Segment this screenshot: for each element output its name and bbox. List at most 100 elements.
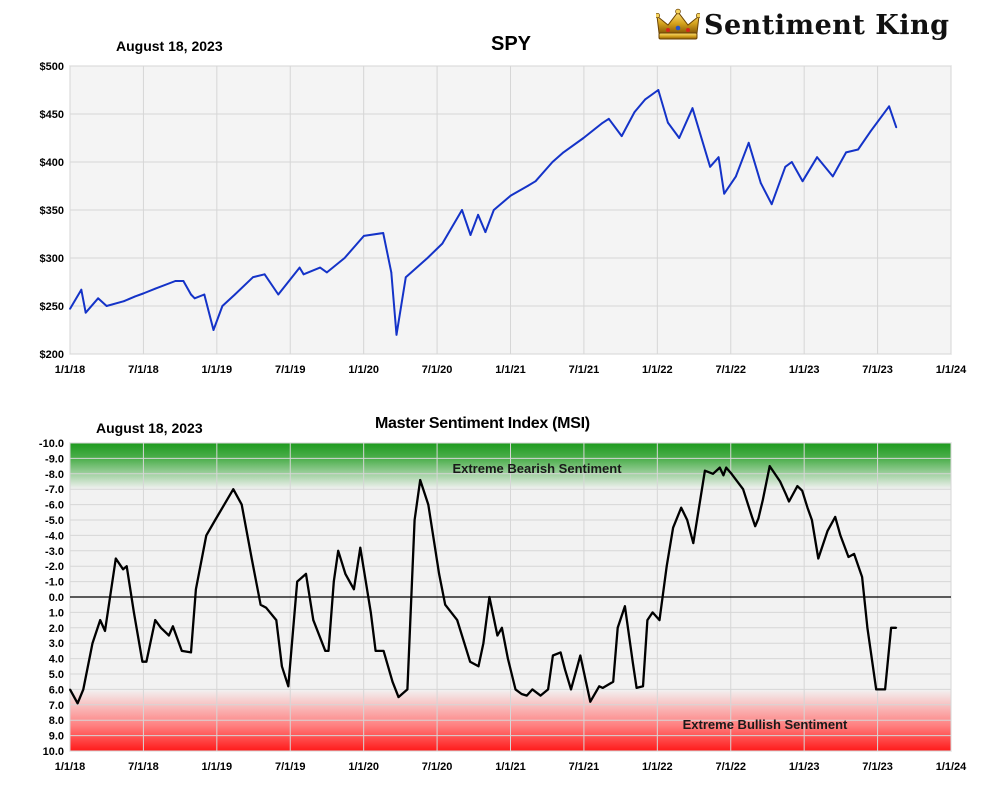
spy-data-point <box>123 300 125 303</box>
msi-data-point <box>635 687 638 689</box>
msi-data-point <box>564 668 566 671</box>
msi-data-point <box>646 619 649 621</box>
msi-x-axis: 1/1/18 7/1/18 1/1/19 7/1/19 1/1/20 7/1/20 1/1/… <box>55 761 967 773</box>
spy-data-point <box>678 137 681 139</box>
msi-data-point <box>359 546 362 549</box>
msi-data-point <box>160 626 162 629</box>
spy-y-axis: $200 $250 $300 $350 $400 $450 $500 <box>40 61 64 361</box>
msi-data-point <box>725 466 728 469</box>
msi-y-tick: 2.0 <box>49 623 64 635</box>
msi-data-point <box>761 499 764 501</box>
spy-data-point <box>382 232 385 234</box>
msi-data-point <box>305 573 307 575</box>
msi-data-point <box>861 576 863 578</box>
spy-data-point <box>534 180 537 183</box>
msi-y-tick: -7.0 <box>45 484 64 496</box>
msi-data-point <box>168 634 170 637</box>
msi-data-point <box>477 665 480 668</box>
msi-data-point <box>589 700 592 703</box>
spy-data-point <box>84 311 87 314</box>
msi-y-tick: -8.0 <box>45 469 64 481</box>
spy-data-point <box>790 161 793 163</box>
msi-y-tick: -9.0 <box>45 453 64 465</box>
spy-data-point <box>190 293 192 296</box>
msi-data-point <box>419 479 422 481</box>
msi-x-tick: 1/1/24 <box>936 761 967 773</box>
msi-data-point <box>531 688 534 691</box>
msi-data-point <box>125 565 128 568</box>
msi-data-point <box>754 525 757 528</box>
msi-data-point <box>730 472 733 475</box>
msi-data-point <box>82 688 85 691</box>
msi-line <box>68 464 897 705</box>
spy-data-point <box>193 297 196 300</box>
msi-data-point <box>834 516 837 518</box>
msi-data-point <box>180 650 183 652</box>
spy-x-tick: 7/1/22 <box>715 364 746 376</box>
msi-data-point <box>507 657 509 660</box>
spy-data-point <box>319 266 321 269</box>
msi-data-point <box>344 573 347 575</box>
msi-data-point <box>570 688 572 691</box>
msi-data-point <box>250 557 253 560</box>
msi-y-tick: 8.0 <box>49 715 64 727</box>
msi-y-tick: -4.0 <box>45 530 64 542</box>
spy-data-point <box>182 280 185 282</box>
msi-data-point <box>275 619 278 621</box>
msi-x-tick: 7/1/19 <box>275 761 306 773</box>
msi-data-point <box>552 654 554 657</box>
spy-gridlines <box>69 65 952 355</box>
spy-data-point <box>620 135 623 138</box>
msi-data-point <box>91 642 94 645</box>
spy-data-point <box>869 130 872 133</box>
spy-data-point <box>667 121 669 124</box>
spy-data-point <box>709 165 711 168</box>
msi-data-point <box>406 688 409 691</box>
msi-data-point <box>665 565 668 568</box>
msi-data-point <box>232 488 235 491</box>
msi-y-tick: 9.0 <box>49 731 64 743</box>
msi-x-tick: 7/1/18 <box>128 761 159 773</box>
spy-data-point <box>526 185 529 187</box>
bullish-band-label: Extreme Bullish Sentiment <box>683 717 848 732</box>
msi-y-tick: -2.0 <box>45 561 64 573</box>
msi-data-point <box>324 650 327 652</box>
msi-data-point <box>672 526 674 529</box>
spy-data-point <box>390 271 393 274</box>
spy-data-point <box>723 192 726 195</box>
msi-data-point <box>692 542 695 544</box>
msi-x-tick: 1/1/20 <box>348 761 379 773</box>
spy-data-point <box>816 156 818 159</box>
spy-y-tick: $350 <box>40 205 64 217</box>
msi-data-point <box>742 488 744 491</box>
spy-data-point <box>174 280 177 282</box>
msi-data-point <box>576 665 579 668</box>
msi-data-point <box>114 557 117 560</box>
msi-y-tick: 6.0 <box>49 684 64 696</box>
msi-data-point <box>488 596 491 598</box>
msi-data-point <box>438 573 440 575</box>
msi-data-point <box>839 534 842 537</box>
msi-data-point <box>145 660 148 663</box>
spy-x-tick: 1/1/19 <box>202 364 233 376</box>
spy-y-tick: $200 <box>40 349 64 361</box>
msi-chart: -10.0 -9.0 -8.0 -7.0 -6.0 -5.0 -4.0 -3.0 -2.0 -1.… <box>39 438 967 773</box>
spy-data-point <box>509 194 512 197</box>
msi-data-point <box>469 660 471 663</box>
msi-data-point <box>382 650 385 652</box>
msi-y-tick: 4.0 <box>49 654 64 666</box>
spy-x-tick: 7/1/19 <box>275 364 306 376</box>
msi-data-point <box>520 693 523 695</box>
msi-gridlines <box>69 442 952 752</box>
spy-data-point <box>469 234 472 236</box>
spy-data-point <box>735 175 737 178</box>
spy-data-point <box>857 148 859 151</box>
msi-data-point <box>76 702 79 705</box>
msi-data-point <box>751 516 753 518</box>
spy-data-point <box>203 293 206 296</box>
msi-x-tick: 1/1/22 <box>642 761 673 773</box>
msi-y-tick: 5.0 <box>49 669 64 681</box>
spy-data-point <box>252 276 254 279</box>
msi-data-point <box>133 611 135 614</box>
msi-y-tick: 7.0 <box>49 700 64 712</box>
